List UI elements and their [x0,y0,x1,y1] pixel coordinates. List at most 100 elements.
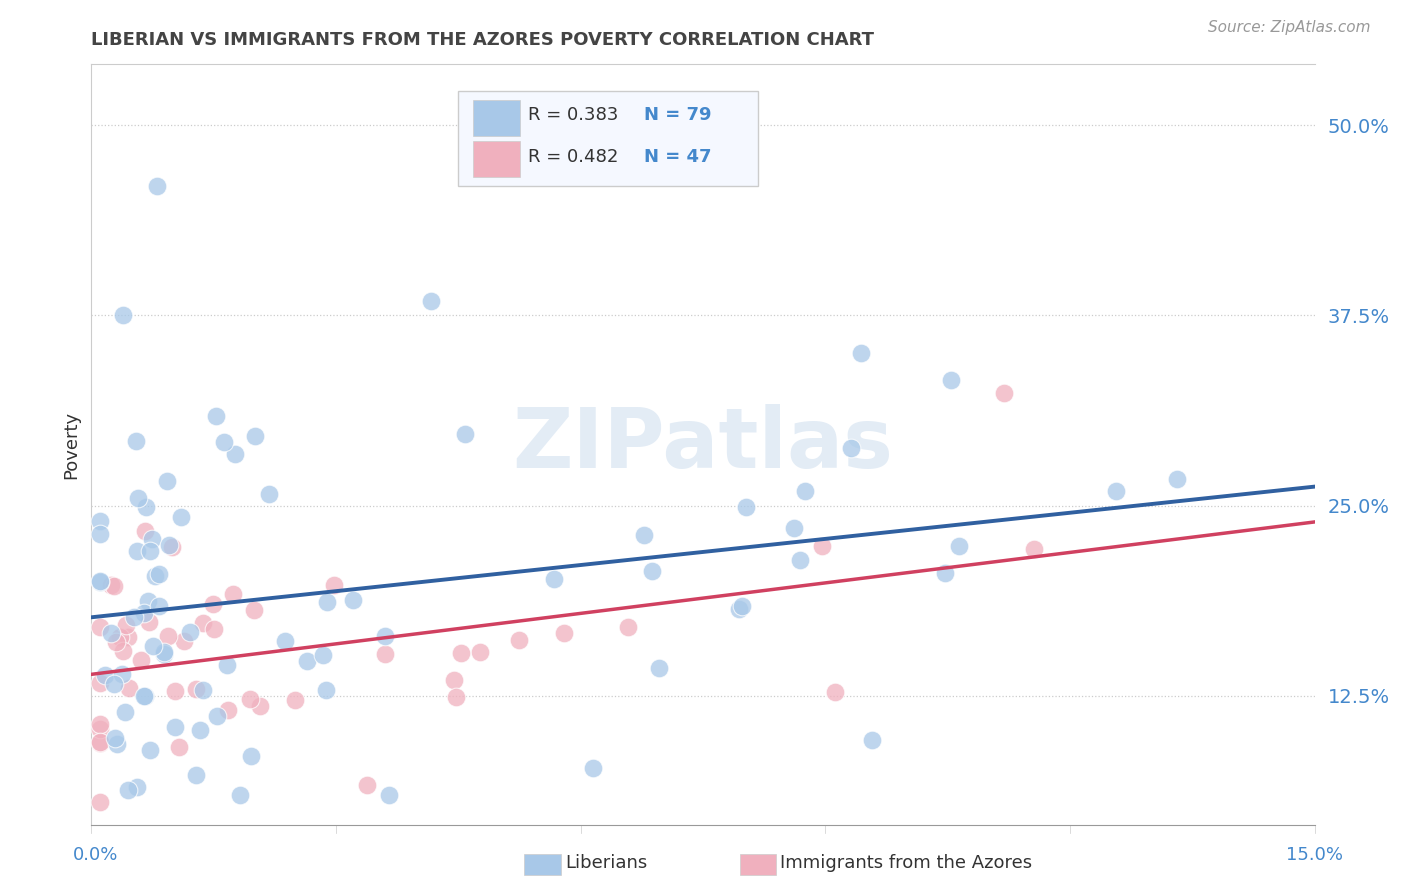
Point [89,734,111,748]
Point [789,553,811,567]
Point [239,692,262,706]
Point [860,733,883,747]
Point [374,629,396,643]
Point [134,524,156,538]
Point [641,564,664,578]
Point [543,572,565,586]
Point [89,736,111,750]
Point [186,767,208,781]
Point [104,635,127,649]
Point [249,698,271,713]
Point [228,788,250,802]
Point [127,491,149,505]
Point [103,677,125,691]
Point [377,788,399,802]
Point [1022,541,1045,556]
Point [188,723,211,737]
Point [115,618,138,632]
Text: ZIPatlas: ZIPatlas [513,404,893,485]
Point [315,683,337,698]
Point [141,533,163,547]
Point [648,661,671,675]
Text: N = 79: N = 79 [644,106,711,124]
Point [312,648,335,662]
Text: R = 0.383: R = 0.383 [529,106,619,124]
Point [193,616,215,631]
Point [245,429,267,443]
Point [323,578,346,592]
Point [143,569,166,583]
Point [156,629,179,643]
Point [100,625,122,640]
Point [153,647,176,661]
Point [356,778,378,792]
Point [450,646,472,660]
Point [125,543,148,558]
Point [179,625,201,640]
Point [167,740,190,755]
Point [89,527,111,541]
Point [284,692,307,706]
Point [849,346,872,360]
Point [146,178,169,193]
Point [110,630,132,644]
Point [156,474,179,488]
Point [122,610,145,624]
Point [94,668,117,682]
Point [342,593,364,607]
Point [205,709,228,723]
Point [508,632,530,647]
Point [138,615,160,629]
Point [89,676,111,690]
Point [139,742,162,756]
Point [419,293,441,308]
FancyBboxPatch shape [458,91,758,186]
Y-axis label: Poverty: Poverty [62,410,80,479]
Point [202,597,225,611]
Point [243,603,266,617]
Point [184,682,207,697]
Point [274,633,297,648]
Point [134,689,156,703]
Point [633,528,655,542]
Point [125,434,148,449]
Point [148,566,170,581]
Point [824,684,846,698]
Point [443,673,465,687]
FancyBboxPatch shape [472,141,520,178]
Point [117,630,139,644]
Point [111,308,134,322]
Point [132,689,155,703]
Point [148,599,170,613]
Text: Liberians: Liberians [565,855,647,872]
Point [993,385,1015,400]
Point [139,543,162,558]
Point [934,566,956,580]
Point [89,795,111,809]
Point [142,640,165,654]
Text: N = 47: N = 47 [644,148,711,166]
Point [727,602,749,616]
Point [794,484,817,499]
Point [470,645,492,659]
Point [239,749,262,764]
Point [948,539,970,553]
Point [582,761,605,775]
Point [104,731,127,745]
Point [783,521,806,535]
Point [617,620,640,634]
Point [204,409,226,423]
Point [89,514,111,528]
Point [100,578,122,592]
Point [173,633,195,648]
Point [118,681,141,696]
Point [259,487,281,501]
Text: R = 0.482: R = 0.482 [529,148,619,166]
Text: 15.0%: 15.0% [1286,846,1343,863]
Point [839,441,862,455]
FancyBboxPatch shape [472,100,520,136]
Point [202,623,225,637]
Point [163,720,186,734]
Point [731,599,754,613]
Point [222,587,245,601]
